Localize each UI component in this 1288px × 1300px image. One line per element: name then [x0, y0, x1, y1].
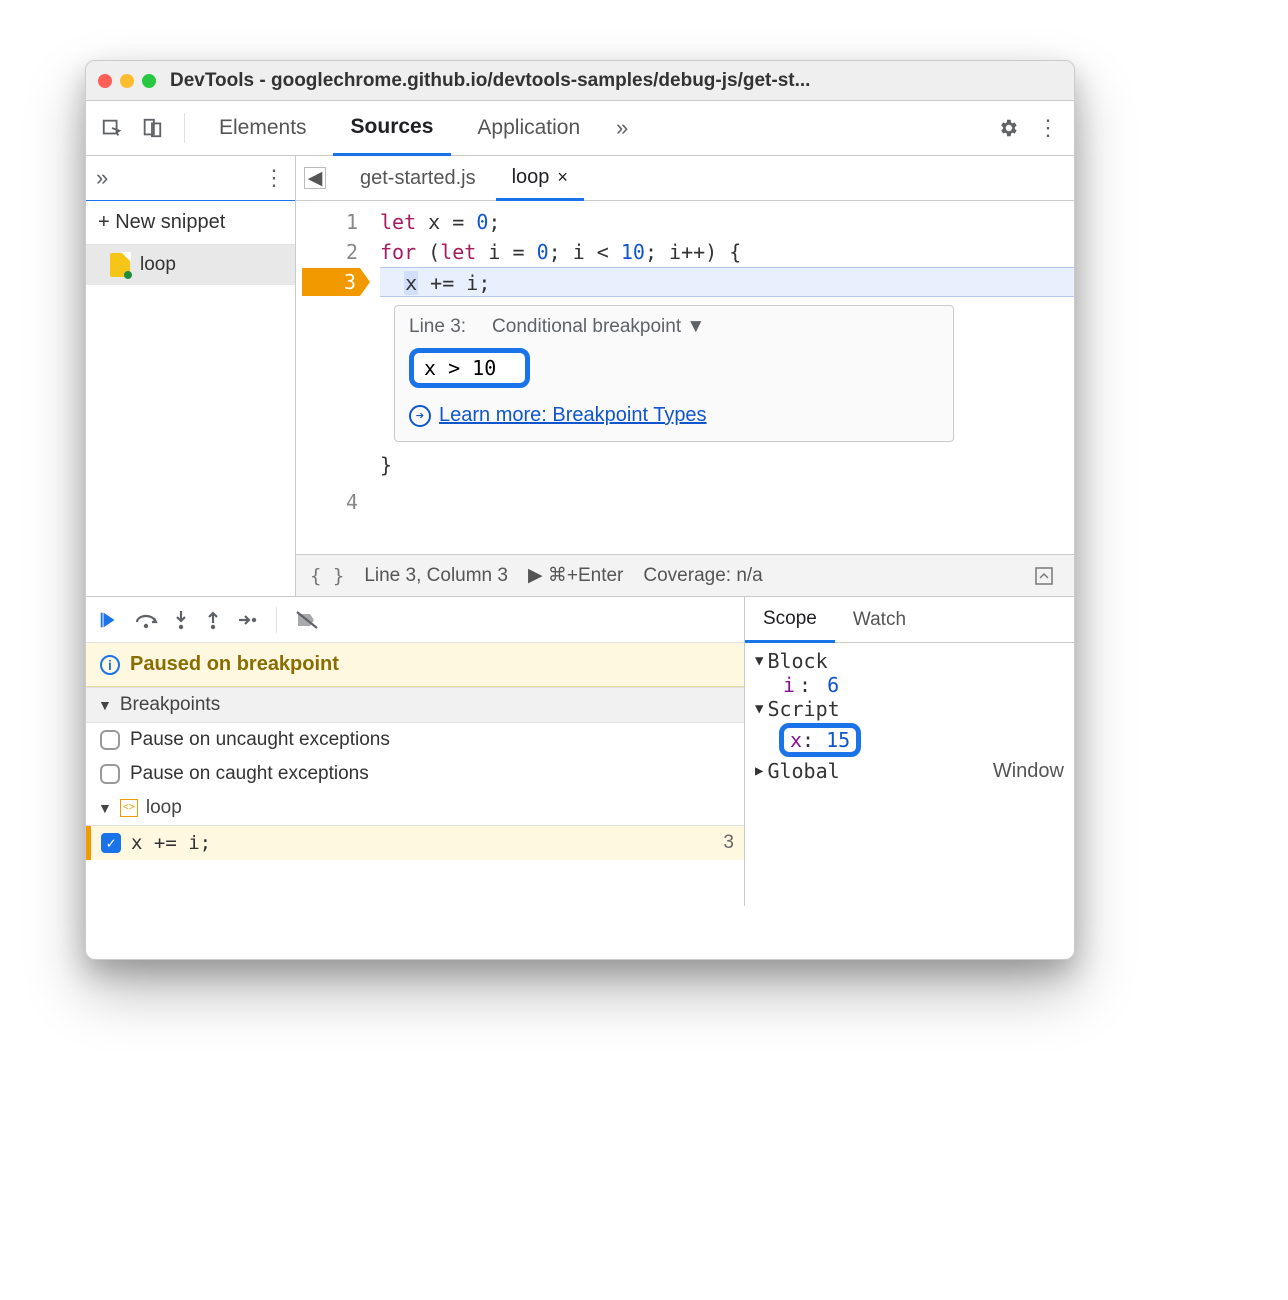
pause-caught-row[interactable]: Pause on caught exceptions	[86, 757, 744, 791]
pause-uncaught-row[interactable]: Pause on uncaught exceptions	[86, 723, 744, 757]
gutter[interactable]: 1 2 ? 3 4	[296, 201, 366, 554]
editor-statusbar: { } Line 3, Column 3 ▶ ⌘+Enter Coverage:…	[296, 554, 1074, 596]
checkbox-checked-icon[interactable]: ✓	[101, 833, 121, 853]
drawer-toggle-icon[interactable]	[1028, 560, 1060, 592]
bp-line-label: Line 3:	[409, 316, 466, 338]
step-icon[interactable]	[236, 609, 258, 631]
gutter-line[interactable]: 1	[296, 207, 358, 237]
tab-sources[interactable]: Sources	[333, 102, 452, 156]
step-out-icon[interactable]	[204, 609, 222, 631]
devtools-window: DevTools - googlechrome.github.io/devtoo…	[85, 60, 1075, 960]
breakpoint-marker[interactable]: ? 3	[296, 267, 358, 297]
info-icon: i	[100, 655, 120, 675]
scope-global[interactable]: ▶GlobalWindow	[755, 759, 1064, 783]
scope-block[interactable]: ▼Block	[755, 649, 1064, 673]
snippet-icon: <>	[120, 799, 138, 817]
bp-condition-input[interactable]	[422, 355, 517, 381]
checkbox-icon[interactable]	[100, 764, 120, 784]
run-snippet-hint[interactable]: ▶ ⌘+Enter	[528, 564, 623, 587]
minimize-dot-icon[interactable]	[120, 74, 134, 88]
deactivate-breakpoints-icon[interactable]	[295, 609, 319, 631]
step-over-icon[interactable]	[134, 609, 158, 631]
arrow-right-circle-icon: ➔	[409, 405, 431, 427]
highlighted-var: x	[404, 271, 418, 295]
step-into-icon[interactable]	[172, 609, 190, 631]
new-snippet-button[interactable]: + New snippet	[86, 201, 295, 245]
close-tab-icon[interactable]: ×	[557, 167, 568, 188]
execution-line: x += i;	[380, 267, 1074, 297]
bp-type-dropdown[interactable]: Conditional breakpoint ▼	[492, 316, 705, 338]
debug-toolbar	[86, 597, 744, 643]
tab-elements[interactable]: Elements	[201, 101, 325, 155]
cursor-position: Line 3, Column 3	[364, 565, 508, 587]
gutter-line[interactable]: 2	[296, 237, 358, 267]
breakpoint-editor: Line 3: Conditional breakpoint ▼ ➔ Learn…	[394, 305, 954, 442]
coverage-label: Coverage: n/a	[643, 565, 762, 587]
tab-application[interactable]: Application	[459, 101, 598, 155]
tab-scope[interactable]: Scope	[745, 598, 835, 643]
zoom-dot-icon[interactable]	[142, 74, 156, 88]
gutter-line[interactable]: 4	[296, 487, 358, 517]
snippet-file-icon	[110, 253, 130, 277]
paused-text: Paused on breakpoint	[130, 653, 339, 676]
breakpoint-code: x += i;	[131, 832, 211, 854]
window-title: DevTools - googlechrome.github.io/devtoo…	[170, 70, 810, 92]
learn-more-link[interactable]: Learn more: Breakpoint Types	[439, 404, 707, 427]
traffic-lights[interactable]	[98, 74, 156, 88]
file-name: loop	[140, 254, 176, 276]
chevron-down-icon: ▼	[98, 697, 112, 713]
chevron-down-icon: ▼	[98, 800, 112, 816]
breakpoint-line: 3	[723, 832, 734, 854]
code-area[interactable]: let x = 0; for (let i = 0; i < 10; i++) …	[366, 201, 1074, 554]
editor-pane: ◀ get-started.js loop × 1 2 ? 3	[296, 156, 1074, 596]
nav-expand-icon[interactable]: »	[96, 165, 108, 191]
file-tab-get-started[interactable]: get-started.js	[344, 156, 492, 200]
resume-icon[interactable]	[98, 609, 120, 631]
file-row-loop[interactable]: loop	[86, 245, 295, 285]
paused-banner: i Paused on breakpoint	[86, 643, 744, 687]
nav-back-icon[interactable]: ◀	[304, 167, 326, 189]
scope-var-i: i: 6	[755, 673, 1064, 697]
breakpoints-section[interactable]: ▼ Breakpoints	[86, 687, 744, 723]
chevron-down-icon: ▼	[755, 653, 763, 669]
device-icon[interactable]	[136, 112, 168, 144]
main-tab-strip: Elements Sources Application » ⋮	[86, 101, 1074, 156]
breakpoint-item[interactable]: ✓ x += i; 3	[86, 826, 744, 860]
breakpoint-file-header[interactable]: ▼ <> loop	[86, 791, 744, 826]
file-tab-label: loop	[512, 166, 550, 189]
kebab-icon[interactable]: ⋮	[1032, 112, 1064, 144]
scope-pane: Scope Watch ▼Block i: 6 ▼Script x: 15 ▶G…	[744, 597, 1074, 906]
pretty-print-icon[interactable]: { }	[310, 565, 344, 587]
debugger-pane: i Paused on breakpoint ▼ Breakpoints Pau…	[86, 597, 744, 906]
checkbox-icon[interactable]	[100, 730, 120, 750]
nav-menu-icon[interactable]: ⋮	[263, 165, 285, 191]
scope-script[interactable]: ▼Script	[755, 697, 1064, 721]
chevron-down-icon: ▼	[755, 701, 763, 717]
inspect-icon[interactable]	[96, 112, 128, 144]
bp-condition-highlight	[409, 348, 530, 388]
titlebar: DevTools - googlechrome.github.io/devtoo…	[86, 61, 1074, 101]
navigator-pane: » ⋮ + New snippet loop	[86, 156, 296, 596]
bp-line-number: 3	[302, 268, 370, 296]
chevron-right-icon: ▶	[755, 763, 763, 779]
file-tab-loop[interactable]: loop ×	[496, 157, 584, 201]
more-tabs-icon[interactable]: »	[606, 112, 638, 144]
tab-watch[interactable]: Watch	[835, 597, 924, 642]
close-dot-icon[interactable]	[98, 74, 112, 88]
scope-var-x-highlight: x: 15	[755, 721, 1064, 759]
gear-icon[interactable]	[992, 112, 1024, 144]
